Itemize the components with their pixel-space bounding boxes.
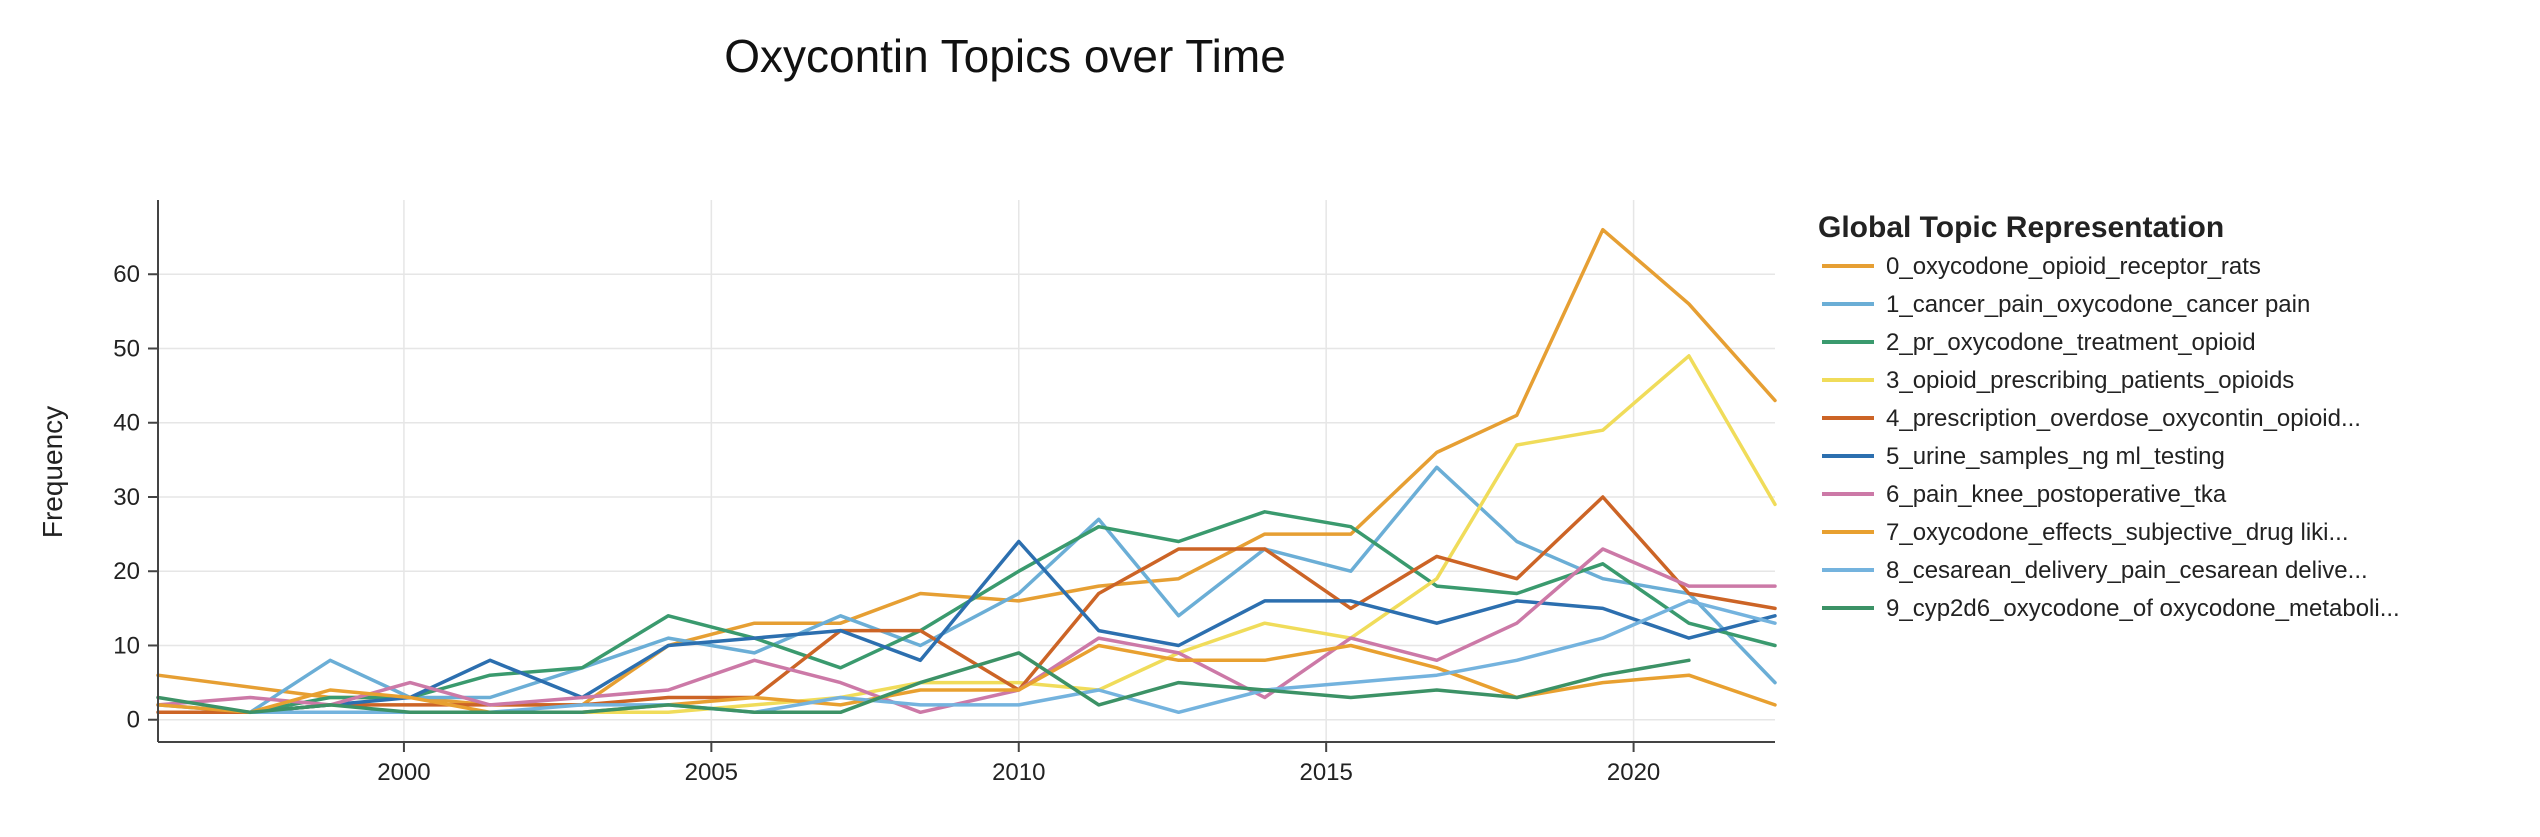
y-tick-label: 40 (113, 410, 140, 437)
legend-item-4[interactable]: 4_prescription_overdose_oxycontin_opioid… (1822, 405, 2361, 432)
x-tick-label: 2015 (1299, 759, 1352, 786)
legend-title: Global Topic Representation (1818, 211, 2224, 244)
y-tick-label: 10 (113, 632, 140, 659)
x-tick-label: 2000 (377, 759, 430, 786)
legend-label: 5_urine_samples_ng ml_testing (1886, 443, 2225, 470)
legend-item-8[interactable]: 8_cesarean_delivery_pain_cesarean delive… (1822, 557, 2368, 584)
legend-item-6[interactable]: 6_pain_knee_postoperative_tka (1822, 481, 2227, 508)
legend-item-7[interactable]: 7_oxycodone_effects_subjective_drug liki… (1822, 519, 2349, 546)
legend-item-5[interactable]: 5_urine_samples_ng ml_testing (1822, 443, 2225, 470)
x-tick-label: 2020 (1607, 759, 1660, 786)
legend-label: 9_cyp2d6_oxycodone_of oxycodone_metaboli… (1886, 595, 2400, 622)
x-tick-label: 2005 (685, 759, 738, 786)
series-line-2[interactable] (248, 510, 1777, 715)
legend-item-0[interactable]: 0_oxycodone_opioid_receptor_rats (1822, 253, 2261, 280)
y-tick-label: 0 (127, 707, 140, 734)
series-lines (156, 227, 1777, 715)
y-tick-label: 20 (113, 558, 140, 585)
legend[interactable]: Global Topic Representation 0_oxycodone_… (1818, 211, 2400, 622)
grid (158, 200, 1775, 742)
legend-item-1[interactable]: 1_cancer_pain_oxycodone_cancer pain (1822, 291, 2310, 318)
legend-item-2[interactable]: 2_pr_oxycodone_treatment_opioid (1822, 329, 2256, 356)
x-tick-label: 2010 (992, 759, 1045, 786)
series-line-4[interactable] (156, 495, 1777, 715)
y-tick-label: 60 (113, 261, 140, 288)
legend-label: 7_oxycodone_effects_subjective_drug liki… (1886, 519, 2349, 546)
legend-label: 8_cesarean_delivery_pain_cesarean delive… (1886, 557, 2368, 584)
legend-label: 6_pain_knee_postoperative_tka (1886, 481, 2227, 508)
series-line-6[interactable] (156, 547, 1777, 715)
series-line-8[interactable] (248, 599, 1777, 715)
legend-label: 3_opioid_prescribing_patients_opioids (1886, 367, 2294, 394)
series-line-0[interactable] (156, 227, 1777, 707)
series-line-1[interactable] (156, 465, 1777, 715)
legend-label: 4_prescription_overdose_oxycontin_opioid… (1886, 405, 2361, 432)
y-tick-label: 30 (113, 484, 140, 511)
legend-label: 1_cancer_pain_oxycodone_cancer pain (1886, 291, 2310, 318)
y-axis-label: Frequency (37, 406, 68, 538)
series-line-5[interactable] (248, 539, 1777, 715)
legend-label: 0_oxycodone_opioid_receptor_rats (1886, 253, 2261, 280)
legend-item-3[interactable]: 3_opioid_prescribing_patients_opioids (1822, 367, 2294, 394)
chart-title: Oxycontin Topics over Time (724, 30, 1286, 82)
legend-item-9[interactable]: 9_cyp2d6_oxycodone_of oxycodone_metaboli… (1822, 595, 2400, 622)
legend-label: 2_pr_oxycodone_treatment_opioid (1886, 329, 2256, 356)
series-line-3[interactable] (248, 354, 1777, 715)
series-line-9[interactable] (156, 651, 1691, 715)
series-line-7[interactable] (156, 643, 1777, 715)
y-tick-label: 50 (113, 335, 140, 362)
axes: 0 10 20 30 40 50 60 2000 2005 2010 2015 2020 (113, 200, 1775, 786)
